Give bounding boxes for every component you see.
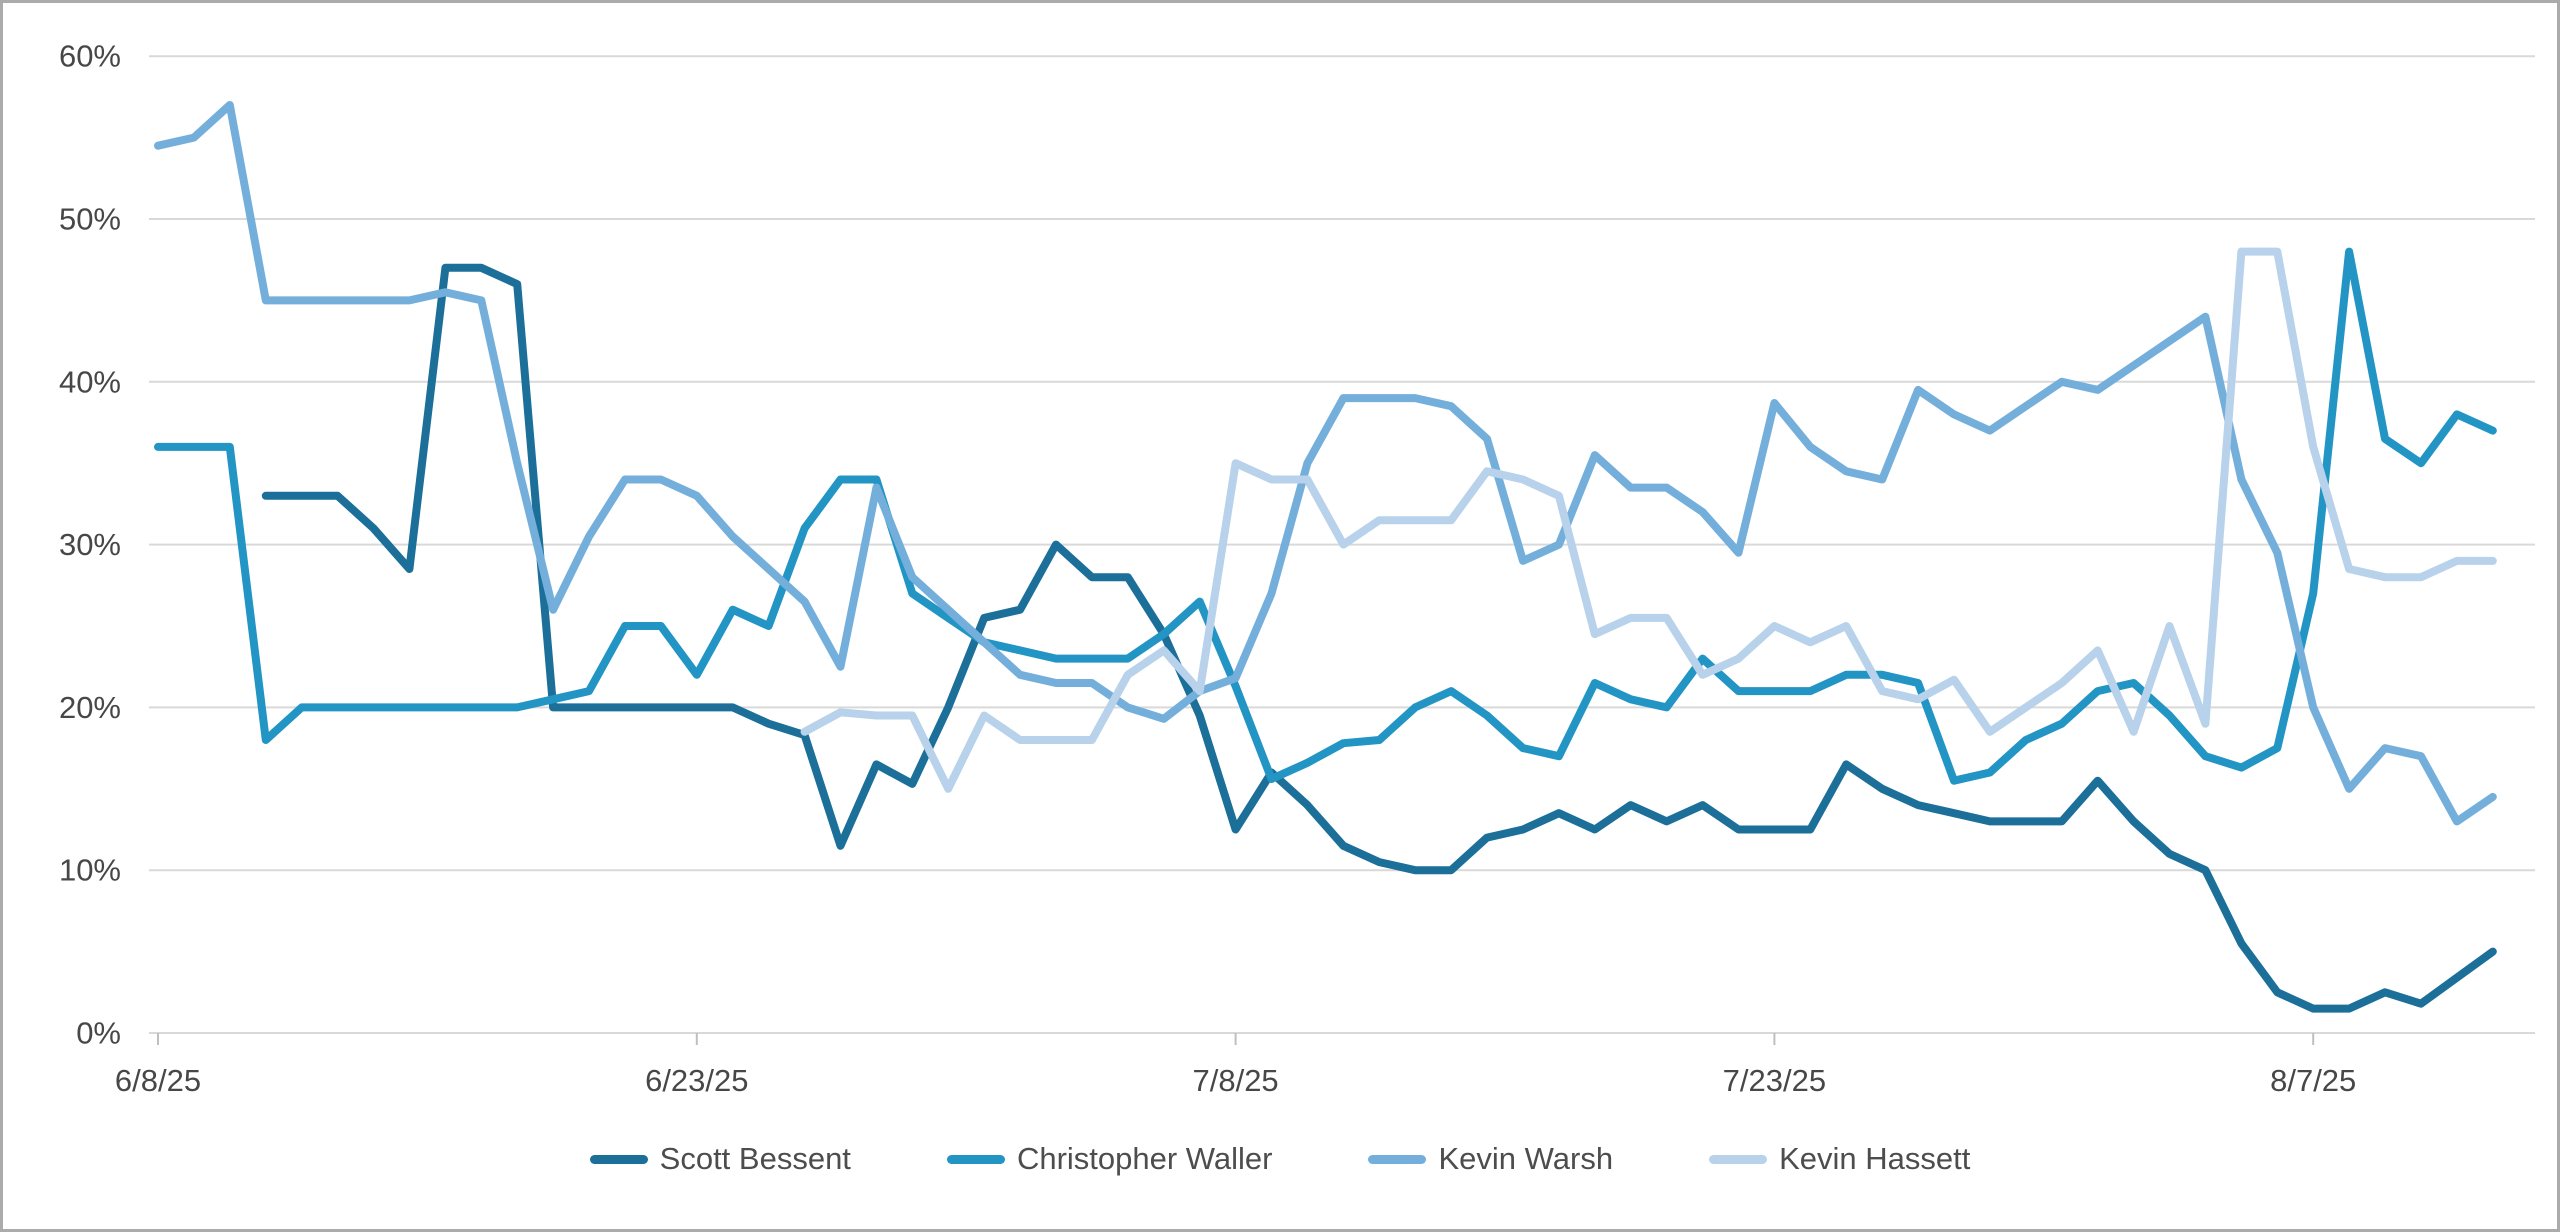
legend-item-scott-bessent: Scott Bessent [589,1141,851,1177]
legend-item-kevin-warsh: Kevin Warsh [1368,1141,1613,1177]
x-axis-tick-label: 8/7/25 [2270,1063,2356,1098]
chart-legend: Scott Bessent Christopher Waller Kevin W… [3,1141,2557,1177]
y-axis-tick-label: 10% [59,853,121,888]
legend-swatch-scott-bessent [589,1154,648,1164]
x-axis-tick-label: 7/8/25 [1192,1063,1278,1098]
series-line-christopher-waller [154,247,2497,785]
y-axis-tick-label: 50% [59,202,121,237]
legend-label: Kevin Warsh [1438,1141,1614,1176]
legend-label: Christopher Waller [1016,1141,1273,1176]
legend-item-kevin-hassett: Kevin Hassett [1709,1141,1970,1177]
legend-swatch-kevin-warsh [1368,1154,1427,1164]
x-axis-tick-label: 6/8/25 [115,1063,201,1098]
x-axis-tick-label: 6/23/25 [645,1063,748,1098]
legend-label: Kevin Hassett [1779,1141,1971,1176]
series-line-kevin-warsh [154,101,2497,826]
series-line-kevin-hassett [800,247,2497,793]
y-axis-tick-label: 0% [76,1016,121,1051]
legend-item-christopher-waller: Christopher Waller [946,1141,1273,1177]
y-axis-tick-label: 20% [59,690,121,725]
y-axis-tick-label: 40% [59,364,121,399]
legend-swatch-christopher-waller [946,1154,1005,1164]
line-chart: 0% 10% 20% 30% 40% 50% 60% 6/8/25 6/23/25 7/8/25 7… [59,39,2535,1098]
y-axis-tick-label: 60% [59,39,121,74]
x-axis-tick-label: 7/23/25 [1723,1063,1826,1098]
legend-swatch-kevin-hassett [1709,1154,1768,1164]
y-axis-tick-label: 30% [59,527,121,562]
series-line-scott-bessent [261,263,2497,1013]
legend-label: Scott Bessent [659,1141,851,1176]
